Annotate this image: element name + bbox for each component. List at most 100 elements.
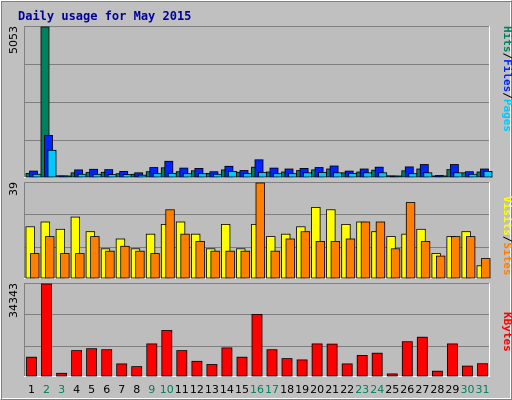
bar-sites-day-14 xyxy=(225,250,235,279)
bar-pages-day-23 xyxy=(363,172,373,178)
bar-kbytes-day-29 xyxy=(446,343,458,377)
bar-pages-day-31 xyxy=(483,170,493,178)
x-tick-label: 7 xyxy=(118,383,125,396)
panel-1: 5053 xyxy=(7,26,493,178)
bar-pages-day-1 xyxy=(32,173,42,178)
bar-pages-day-13 xyxy=(212,173,222,178)
bar-kbytes-day-4 xyxy=(71,350,82,377)
bar-sites-day-28 xyxy=(435,255,446,279)
bar-sites-day-17 xyxy=(270,250,280,279)
x-tick-label: 3 xyxy=(58,383,65,396)
x-tick-label: 25 xyxy=(385,383,399,396)
x-tick-label: 26 xyxy=(400,383,414,396)
x-tick-label: 29 xyxy=(445,383,459,396)
bar-sites-day-10 xyxy=(165,209,175,279)
legend-part: Pages xyxy=(501,99,512,132)
bar-kbytes-day-3 xyxy=(56,372,67,377)
bar-sites-day-13 xyxy=(210,250,220,279)
bar-pages-day-10 xyxy=(167,172,177,178)
bar-pages-day-21 xyxy=(333,172,343,178)
bar-sites-day-6 xyxy=(105,250,115,279)
bar-kbytes-day-22 xyxy=(341,363,353,377)
x-tick-label: 10 xyxy=(160,383,174,396)
bar-sites-day-18 xyxy=(285,238,295,279)
bar-pages-day-12 xyxy=(197,173,207,178)
bar-sites-day-5 xyxy=(90,236,100,279)
bar-pages-day-4 xyxy=(77,173,87,178)
bar-pages-day-14 xyxy=(227,170,237,178)
y-max-label: 39 xyxy=(7,182,20,196)
bar-sites-day-22 xyxy=(345,238,356,279)
x-tick-label: 14 xyxy=(220,383,234,396)
bar-kbytes-day-16 xyxy=(251,313,263,377)
bar-sites-day-11 xyxy=(180,233,190,279)
bar-kbytes-day-28 xyxy=(431,370,443,377)
legend-part: / xyxy=(501,92,512,99)
y-max-label: 34343 xyxy=(7,283,20,318)
bar-pages-day-8 xyxy=(137,174,147,178)
bar-kbytes-day-18 xyxy=(281,358,293,377)
bar-kbytes-day-25 xyxy=(386,373,398,377)
chart-panels: 5053 39 34343 xyxy=(7,26,493,377)
bar-pages-day-27 xyxy=(423,172,433,178)
legend-visits-sites: Visits/Sites xyxy=(501,196,512,276)
bar-sites-day-9 xyxy=(150,253,160,279)
bar-sites-day-30 xyxy=(465,236,476,279)
legend-kbytes: KBytes xyxy=(501,312,512,352)
x-tick-label: 27 xyxy=(415,383,429,396)
y-max-label: 5053 xyxy=(7,26,20,54)
bar-pages-day-25 xyxy=(393,175,403,178)
bar-kbytes-day-13 xyxy=(206,364,218,377)
bar-sites-day-4 xyxy=(75,253,85,279)
bar-pages-day-16 xyxy=(258,172,267,178)
chart-title: Daily usage for May 2015 xyxy=(18,9,191,23)
bar-sites-day-15 xyxy=(240,250,250,279)
bar-sites-day-23 xyxy=(360,221,371,279)
bar-sites-day-24 xyxy=(375,221,386,279)
x-tick-label: 8 xyxy=(133,383,140,396)
bar-sites-day-25 xyxy=(390,248,401,279)
x-tick-label: 9 xyxy=(148,383,155,396)
x-tick-label: 22 xyxy=(340,383,354,396)
x-tick-label: 28 xyxy=(430,383,444,396)
bar-sites-day-19 xyxy=(300,231,311,279)
x-tick-label: 5 xyxy=(88,383,95,396)
x-tick-label: 31 xyxy=(476,383,490,396)
bar-sites-day-16 xyxy=(255,182,265,279)
legend-part: KBytes xyxy=(501,312,512,352)
bar-sites-day-21 xyxy=(330,241,341,279)
bar-pages-day-9 xyxy=(152,173,162,178)
legend-part: Sites xyxy=(501,242,512,275)
bar-pages-day-11 xyxy=(182,173,192,178)
bar-kbytes-day-14 xyxy=(221,347,233,377)
bar-pages-day-28 xyxy=(438,175,448,178)
bar-pages-day-5 xyxy=(92,173,102,178)
bar-pages-day-18 xyxy=(288,173,297,178)
legend-part: Visits xyxy=(501,196,512,236)
x-tick-label: 18 xyxy=(280,383,294,396)
x-tick-label: 13 xyxy=(205,383,219,396)
bar-kbytes-day-12 xyxy=(191,360,203,377)
bar-pages-day-17 xyxy=(273,173,282,178)
x-tick-label: 12 xyxy=(190,383,204,396)
bar-pages-day-15 xyxy=(243,173,252,178)
x-tick-label: 21 xyxy=(325,383,339,396)
bar-sites-day-31 xyxy=(481,258,491,279)
x-tick-label: 2 xyxy=(43,383,50,396)
bar-sites-day-3 xyxy=(60,253,70,279)
bar-kbytes-day-17 xyxy=(266,349,278,377)
bar-pages-day-29 xyxy=(453,172,463,178)
bar-kbytes-day-7 xyxy=(116,363,128,377)
bar-kbytes-day-5 xyxy=(86,348,97,377)
x-tick-label: 30 xyxy=(461,383,475,396)
bar-pages-day-7 xyxy=(122,174,132,178)
bar-kbytes-day-6 xyxy=(101,349,113,377)
bar-sites-day-27 xyxy=(420,241,431,279)
bar-sites-day-2 xyxy=(45,236,55,279)
bar-sites-day-26 xyxy=(405,202,416,279)
bar-kbytes-day-15 xyxy=(236,356,248,377)
bar-pages-day-19 xyxy=(303,172,313,178)
legend-hits-files-pages: Hits/Files/Pages xyxy=(501,26,512,132)
x-tick-label: 16 xyxy=(250,383,264,396)
